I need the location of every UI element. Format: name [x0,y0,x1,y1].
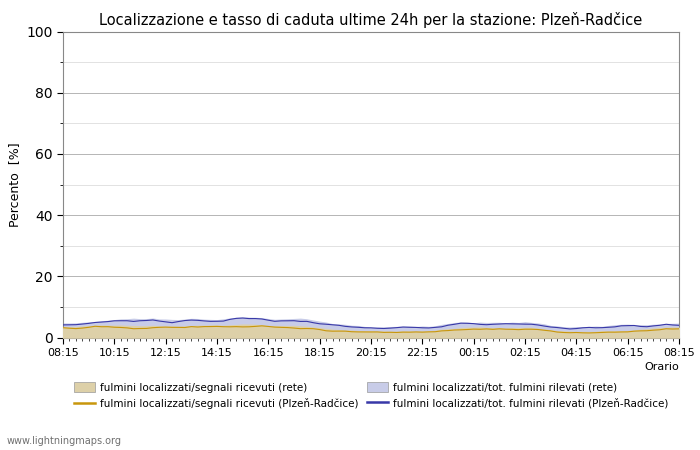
Text: www.lightningmaps.org: www.lightningmaps.org [7,436,122,446]
Y-axis label: Percento  [%]: Percento [%] [8,142,21,227]
Legend: fulmini localizzati/segnali ricevuti (rete), fulmini localizzati/segnali ricevut: fulmini localizzati/segnali ricevuti (re… [74,382,668,409]
Title: Localizzazione e tasso di caduta ultime 24h per la stazione: Plzeň-Radčice: Localizzazione e tasso di caduta ultime … [99,12,643,27]
Text: Orario: Orario [644,362,679,372]
